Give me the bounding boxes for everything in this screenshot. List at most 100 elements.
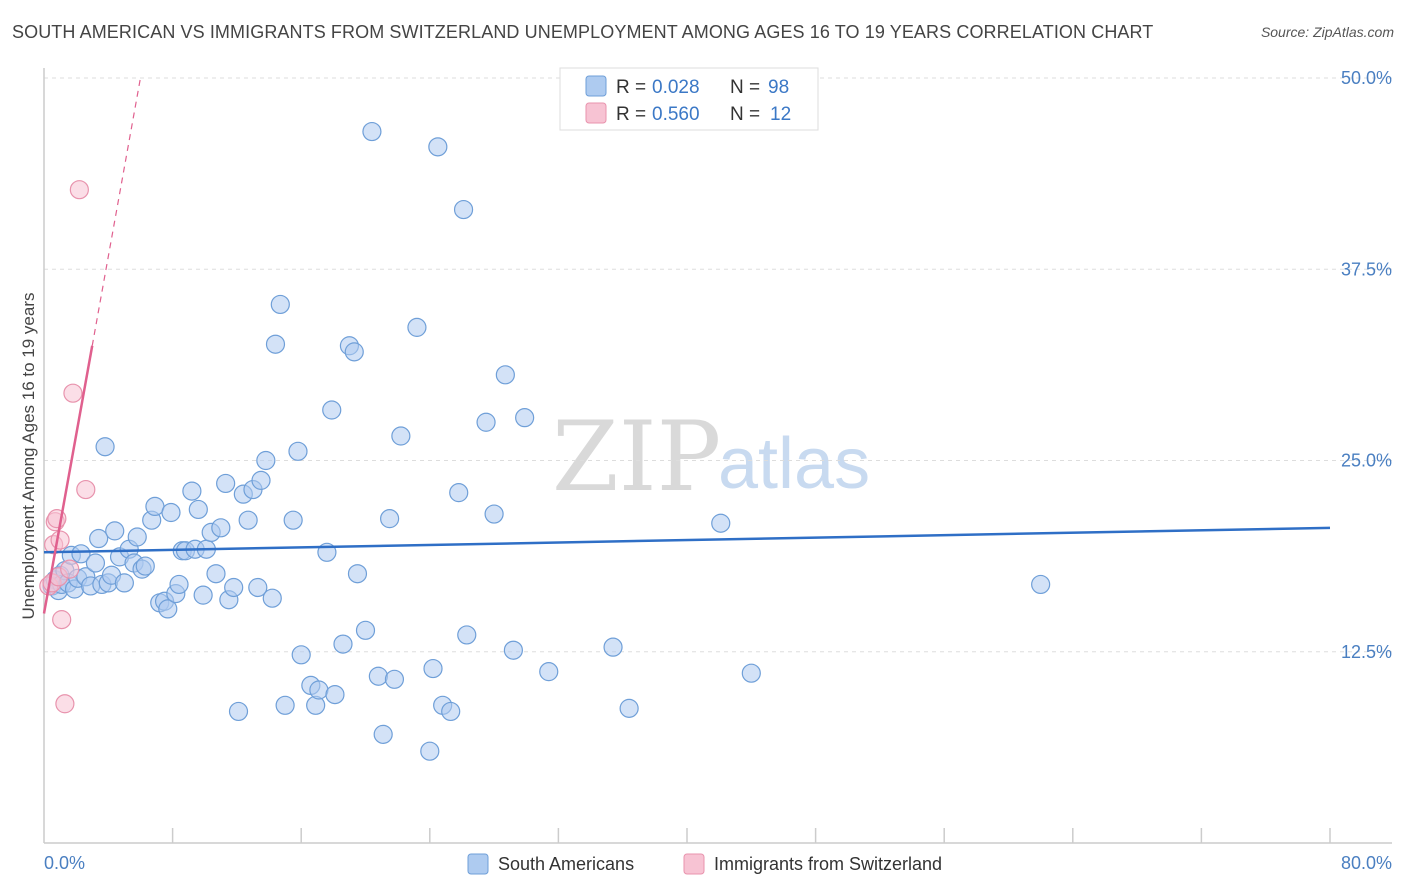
point-south-american bbox=[71, 544, 91, 564]
point-south-american bbox=[362, 121, 382, 142]
point-south-american bbox=[380, 509, 400, 529]
point-south-american bbox=[449, 483, 469, 503]
point-south-american bbox=[238, 510, 258, 530]
point-south-american bbox=[85, 553, 106, 573]
point-south-american bbox=[114, 573, 134, 593]
point-immigrant-switzerland bbox=[76, 479, 96, 500]
point-south-american bbox=[161, 502, 181, 523]
legend: R = 0.028 N = 98 R = 0.560 N = 12 bbox=[559, 67, 819, 131]
bottom-legend-swatch-blue bbox=[467, 853, 489, 875]
point-south-american bbox=[228, 701, 249, 722]
point-south-american bbox=[291, 645, 311, 665]
point-south-american bbox=[539, 662, 559, 682]
point-south-american bbox=[251, 470, 271, 490]
point-south-american bbox=[169, 574, 189, 595]
point-south-american bbox=[391, 426, 411, 446]
point-immigrant-switzerland bbox=[55, 694, 75, 714]
point-south-american bbox=[495, 365, 515, 385]
point-immigrant-switzerland bbox=[63, 383, 83, 403]
trend-line-switzerland bbox=[42, 345, 94, 614]
point-south-american bbox=[145, 496, 165, 516]
point-south-american bbox=[741, 663, 761, 683]
point-south-american bbox=[476, 412, 496, 432]
legend-swatch-blue bbox=[585, 75, 607, 97]
bottom-legend: South Americans Immigrants from Switzerl… bbox=[467, 853, 942, 875]
point-south-american bbox=[457, 625, 477, 645]
point-south-american bbox=[283, 510, 303, 530]
point-south-american bbox=[193, 585, 213, 605]
point-south-american bbox=[484, 504, 504, 524]
point-south-american bbox=[211, 518, 231, 538]
point-immigrant-switzerland bbox=[50, 530, 70, 550]
x-tick-label-min: 0.0% bbox=[44, 853, 85, 873]
trend-lines bbox=[42, 77, 1331, 614]
chart-title: SOUTH AMERICAN VS IMMIGRANTS FROM SWITZE… bbox=[12, 22, 1154, 42]
point-south-american bbox=[325, 684, 345, 705]
point-south-american bbox=[95, 437, 115, 457]
point-south-american bbox=[355, 620, 376, 640]
legend-n-label: N = bbox=[730, 77, 760, 98]
point-south-american bbox=[407, 317, 427, 337]
source-label: Source: ZipAtlas.com bbox=[1260, 24, 1394, 40]
y-tick-label: 25.0% bbox=[1341, 451, 1392, 471]
x-tick-label-max: 80.0% bbox=[1341, 853, 1392, 873]
legend-n-value: 98 bbox=[768, 77, 789, 98]
y-tick-label: 12.5% bbox=[1341, 642, 1392, 662]
point-south-american bbox=[182, 481, 202, 501]
legend-n-label: N = bbox=[730, 104, 760, 125]
point-south-american bbox=[428, 137, 448, 157]
point-south-american bbox=[322, 400, 342, 420]
point-south-american bbox=[423, 658, 443, 679]
point-south-american bbox=[127, 527, 147, 547]
legend-r-value: 0.560 bbox=[652, 104, 700, 125]
watermark-zip: ZIP bbox=[552, 401, 721, 513]
point-south-american bbox=[503, 640, 523, 660]
trend-line-south-americans bbox=[43, 526, 1331, 554]
grid bbox=[44, 77, 1392, 653]
point-south-american bbox=[333, 634, 353, 654]
point-south-american bbox=[309, 680, 329, 700]
trend-line-switzerland-extension bbox=[91, 77, 142, 346]
point-immigrant-switzerland bbox=[69, 180, 89, 200]
point-south-american bbox=[262, 588, 282, 608]
point-south-american bbox=[216, 473, 236, 494]
point-south-american bbox=[515, 408, 535, 428]
point-south-american bbox=[224, 577, 244, 598]
legend-n-value: 12 bbox=[770, 104, 791, 125]
y-axis-label: Unemployment Among Ages 16 to 19 years bbox=[19, 293, 38, 620]
series-immigrants-switzerland bbox=[39, 180, 96, 714]
point-south-american bbox=[711, 513, 731, 533]
bottom-legend-label: Immigrants from Switzerland bbox=[714, 854, 942, 874]
point-south-american bbox=[105, 521, 125, 541]
y-tick-labels: 12.5% 25.0% 37.5% 50.0% bbox=[1341, 68, 1392, 662]
point-south-american bbox=[89, 528, 109, 549]
x-ticks bbox=[171, 828, 1331, 843]
point-south-american bbox=[188, 499, 208, 520]
point-south-american bbox=[135, 556, 155, 576]
point-south-american bbox=[265, 334, 286, 354]
legend-r-label: R = bbox=[616, 104, 646, 125]
y-tick-label: 50.0% bbox=[1341, 68, 1392, 88]
legend-r-label: R = bbox=[616, 77, 646, 98]
point-south-american bbox=[441, 701, 461, 722]
axes bbox=[43, 68, 1392, 844]
point-south-american bbox=[453, 199, 474, 220]
point-south-american bbox=[158, 599, 178, 619]
point-south-american bbox=[347, 564, 368, 584]
point-south-american bbox=[420, 741, 440, 761]
point-south-american bbox=[344, 342, 364, 362]
point-south-american bbox=[619, 698, 639, 718]
bottom-legend-label: South Americans bbox=[498, 854, 634, 874]
point-south-american bbox=[248, 577, 268, 598]
point-south-american bbox=[373, 724, 393, 744]
point-south-american bbox=[603, 637, 623, 657]
y-tick-label: 37.5% bbox=[1341, 259, 1392, 279]
point-south-american bbox=[384, 669, 405, 689]
point-south-american bbox=[368, 666, 388, 686]
series-south-americans bbox=[42, 121, 1051, 761]
point-south-american bbox=[206, 564, 226, 584]
point-immigrant-switzerland bbox=[52, 610, 72, 630]
legend-swatch-pink bbox=[585, 102, 607, 124]
point-south-american bbox=[288, 441, 308, 461]
